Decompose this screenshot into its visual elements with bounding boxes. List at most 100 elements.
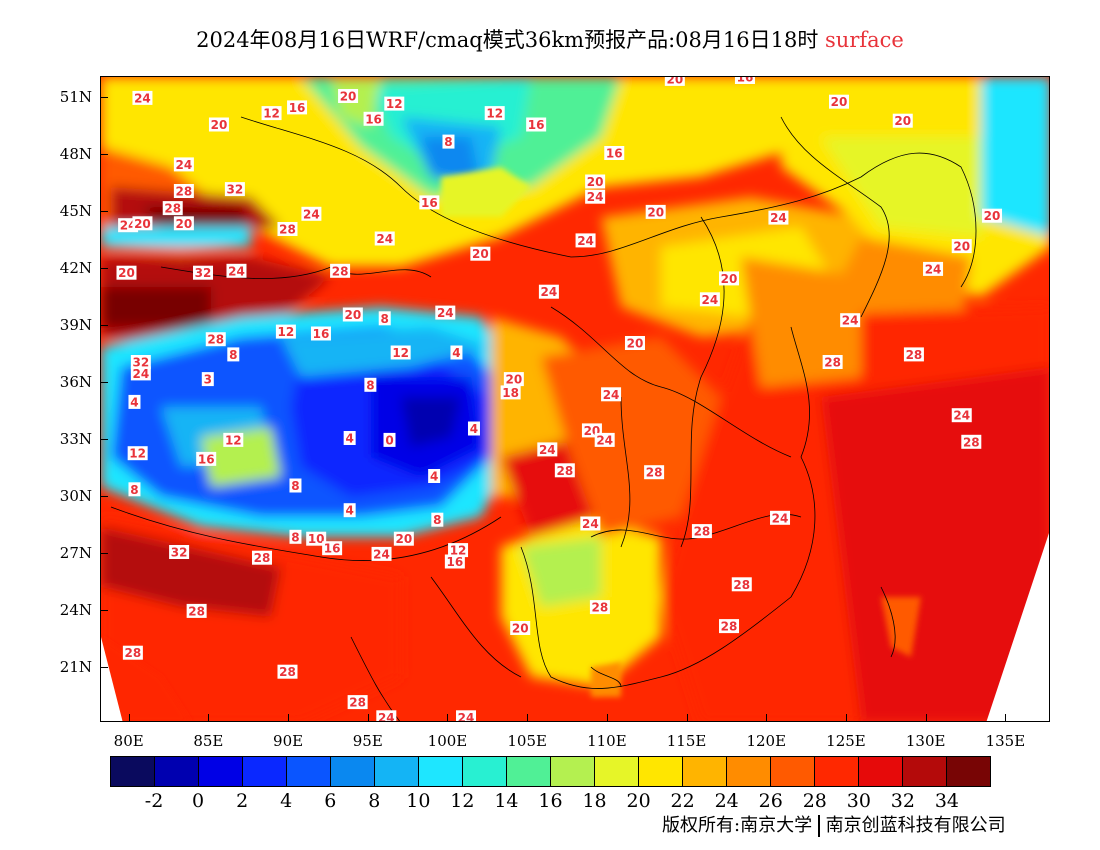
contour-label-text: 8 bbox=[229, 348, 237, 362]
contour-label: 4 bbox=[450, 345, 463, 360]
contour-label: 24 bbox=[699, 292, 720, 307]
contour-label-text: 24 bbox=[582, 517, 599, 531]
latitude-label: 36N bbox=[59, 372, 92, 391]
contour-label: 16 bbox=[419, 195, 440, 210]
contour-label-text: 28 bbox=[824, 356, 841, 370]
contour-label: 16 bbox=[444, 554, 465, 569]
contour-label: 24 bbox=[435, 305, 456, 320]
contour-label-box bbox=[343, 431, 356, 445]
contour-label: 20 bbox=[208, 117, 229, 132]
longitude-label: 135E bbox=[985, 732, 1026, 750]
latitude-tick bbox=[100, 666, 108, 668]
colorbar bbox=[110, 756, 991, 787]
contour-label: 12 bbox=[390, 345, 411, 360]
contour-label-box bbox=[364, 377, 377, 392]
contour-label-box bbox=[306, 531, 327, 546]
contour-label: 24 bbox=[376, 710, 397, 721]
contour-label-text: 28 bbox=[332, 264, 349, 278]
colorbar-label: 18 bbox=[582, 790, 607, 812]
contour-label: 28 bbox=[277, 664, 298, 679]
contour-label-text: 4 bbox=[430, 470, 438, 484]
contour-label-text: 28 bbox=[188, 604, 205, 618]
contour-label: 20 bbox=[338, 89, 359, 104]
contour-label: 8 bbox=[289, 478, 302, 493]
contour-label-text: 4 bbox=[452, 346, 460, 360]
latitude-tick bbox=[100, 495, 108, 497]
contour-label-text: 24 bbox=[228, 264, 245, 278]
contour-label: 16 bbox=[196, 451, 217, 466]
contour-label-box bbox=[923, 261, 944, 276]
contour-label-text: 20 bbox=[953, 240, 970, 254]
contour-label-text: 28 bbox=[164, 202, 181, 216]
contour-label-box bbox=[691, 524, 712, 539]
contour-label: 20 bbox=[719, 271, 740, 286]
contour-label: 28 bbox=[205, 332, 226, 347]
contour-label-box bbox=[585, 174, 606, 189]
longitude-label: 80E bbox=[113, 732, 144, 750]
contour-label: 18 bbox=[500, 385, 521, 400]
contour-label-box bbox=[122, 645, 143, 660]
latitude-label: 30N bbox=[59, 486, 92, 505]
contour-label-box bbox=[384, 96, 405, 111]
contour-label: 28 bbox=[554, 463, 575, 478]
contour-label: 8 bbox=[289, 529, 302, 544]
contour-label-box bbox=[428, 469, 441, 483]
contour-label: 20 bbox=[645, 204, 666, 219]
contour-label-text: 18 bbox=[502, 386, 519, 400]
contour-label-text: 28 bbox=[733, 578, 750, 592]
contour-label: 16 bbox=[363, 111, 384, 126]
contour-label-box bbox=[580, 516, 601, 531]
contour-label-box bbox=[116, 265, 137, 280]
contour-label-box bbox=[310, 326, 331, 341]
contour-label-text: 24 bbox=[176, 158, 193, 172]
contour-label-box bbox=[961, 434, 982, 449]
colorbar-label: 2 bbox=[236, 790, 249, 812]
longitude-tick bbox=[367, 714, 369, 722]
contour-label-text: 20 bbox=[721, 272, 738, 286]
colorbar-label: 6 bbox=[324, 790, 337, 812]
contour-label: 16 bbox=[734, 77, 755, 85]
contour-label: 4 bbox=[467, 421, 480, 436]
contour-label: 28 bbox=[330, 263, 351, 278]
contour-label-box bbox=[840, 313, 861, 328]
latitude-label: 45N bbox=[59, 201, 92, 220]
contour-label-box bbox=[585, 189, 606, 204]
contour-label-text: 20 bbox=[134, 217, 151, 231]
contour-label: 20 bbox=[624, 336, 645, 351]
contour-label-box bbox=[277, 222, 298, 236]
colorbar-label: 32 bbox=[890, 790, 915, 812]
contour-label-box bbox=[435, 305, 456, 320]
contour-label-box bbox=[644, 465, 665, 480]
contour-label: 28 bbox=[186, 603, 207, 618]
contour-label-text: 20 bbox=[894, 114, 911, 128]
contour-label-text: 12 bbox=[278, 325, 295, 339]
contour-label: 24 bbox=[173, 157, 194, 172]
contour-label-box bbox=[393, 531, 414, 546]
contour-label-box bbox=[951, 408, 972, 423]
contour-label-box bbox=[343, 503, 356, 518]
contour-label-text: 24 bbox=[842, 314, 859, 328]
contour-label: 32 bbox=[169, 545, 190, 560]
contour-label-text: 28 bbox=[592, 601, 609, 615]
contour-label: 28 bbox=[251, 550, 272, 565]
contour-label-box bbox=[371, 546, 392, 561]
contour-label-text: 28 bbox=[694, 525, 711, 539]
contour-label: 24 bbox=[601, 387, 622, 402]
contour-label-box bbox=[444, 554, 465, 569]
contour-label-box bbox=[470, 246, 491, 261]
contour-label: 24 bbox=[456, 710, 477, 721]
contour-label-box bbox=[169, 545, 190, 559]
contour-label-box bbox=[224, 182, 245, 197]
colorbar-swatch bbox=[859, 757, 903, 786]
contour-label: 20 bbox=[982, 208, 1003, 223]
contour-label-box bbox=[289, 529, 302, 544]
colorbar-label: 4 bbox=[280, 790, 293, 812]
contour-label-text: 4 bbox=[345, 432, 353, 446]
longitude-tick bbox=[447, 714, 449, 722]
contour-label: 8 bbox=[442, 134, 455, 149]
contour-label-text: 8 bbox=[433, 513, 441, 527]
contour-label: 24 bbox=[538, 284, 559, 299]
contour-label: 16 bbox=[310, 326, 331, 341]
contour-label-box bbox=[208, 117, 229, 132]
latitude-label: 33N bbox=[59, 429, 92, 448]
